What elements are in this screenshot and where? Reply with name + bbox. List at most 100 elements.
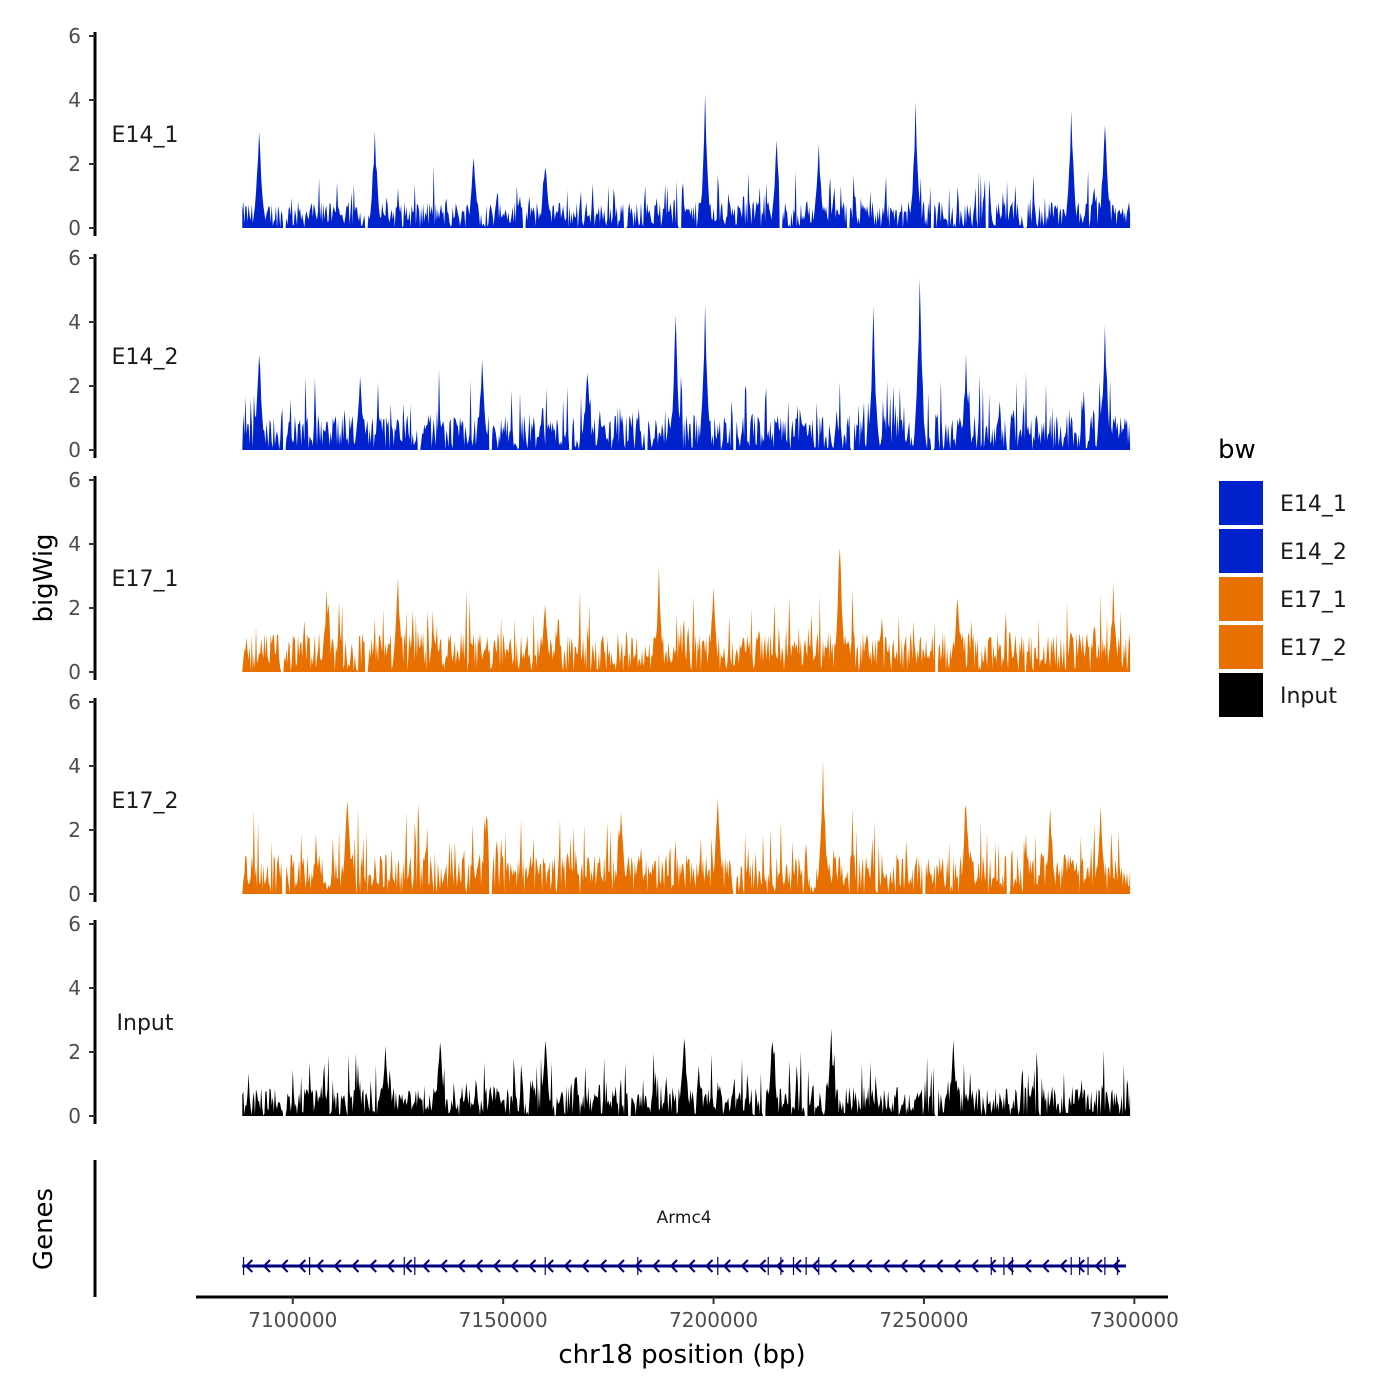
track-input: 0 2 4 6 Input	[68, 912, 1131, 1128]
strand-arrow	[421, 1259, 430, 1273]
y-tick-label: 6	[68, 912, 81, 936]
strand-arrow	[935, 1259, 944, 1273]
strand-arrow	[545, 1259, 554, 1273]
legend-swatch	[1217, 479, 1265, 527]
strand-arrow	[474, 1259, 484, 1273]
strand-arrow	[882, 1259, 891, 1273]
y-tick-label: 0	[68, 882, 81, 906]
strand-arrow	[740, 1259, 749, 1273]
strand-arrow	[368, 1259, 377, 1273]
strand-arrow	[1023, 1259, 1032, 1273]
strand-arrow	[793, 1259, 802, 1273]
y-axis-title: bigWig	[29, 533, 59, 622]
legend-swatch	[1217, 671, 1265, 719]
signal-area	[242, 93, 1131, 228]
y-tick-label: 4	[68, 310, 81, 334]
strand-arrow	[386, 1259, 395, 1273]
y-tick-label: 0	[68, 1104, 81, 1128]
strand-arrow	[651, 1259, 661, 1273]
strand-arrow	[811, 1259, 820, 1273]
strand-arrow	[952, 1259, 961, 1273]
strand-arrow	[687, 1259, 696, 1273]
strand-arrow	[297, 1259, 307, 1273]
track-label: E17_2	[112, 789, 179, 814]
strand-arrow	[262, 1259, 271, 1273]
x-tick-label: 7300000	[1090, 1308, 1179, 1332]
legend-swatch	[1217, 575, 1265, 623]
signal-area	[242, 278, 1131, 450]
strand-arrow	[1094, 1259, 1103, 1273]
legend-label: E17_2	[1280, 636, 1347, 661]
track-e14-1: 0 2 4 6 E14_1	[68, 24, 1131, 240]
track-label: E14_1	[112, 123, 179, 148]
strand-arrow	[1059, 1259, 1068, 1273]
y-tick-label: 2	[68, 152, 81, 176]
y-tick-label: 0	[68, 216, 81, 240]
strand-arrow	[404, 1259, 413, 1273]
strand-arrow	[828, 1259, 838, 1273]
y-tick-label: 6	[68, 468, 81, 492]
strand-arrow	[669, 1259, 678, 1273]
y-tick-label: 4	[68, 88, 81, 112]
y-tick-label: 4	[68, 532, 81, 556]
track-label: E17_1	[112, 567, 179, 592]
y-tick-label: 6	[68, 246, 81, 270]
strand-arrow	[510, 1259, 519, 1273]
y-tick-label: 4	[68, 976, 81, 1000]
strand-arrow	[634, 1259, 643, 1273]
signal-area	[242, 548, 1131, 672]
x-axis-title: chr18 position (bp)	[558, 1340, 805, 1370]
x-tick-label: 7100000	[248, 1308, 337, 1332]
legend-swatch	[1217, 527, 1265, 575]
strand-arrow	[439, 1259, 448, 1273]
x-axis: 7100000 7150000 7200000 7250000 7300000	[196, 1295, 1179, 1332]
signal-area	[242, 760, 1131, 894]
strand-arrow	[581, 1259, 590, 1273]
strand-arrow	[563, 1259, 572, 1273]
strand-arrow	[705, 1259, 714, 1273]
strand-arrow	[280, 1259, 289, 1273]
legend-label: Input	[1280, 684, 1337, 709]
strand-arrow	[598, 1259, 607, 1273]
x-tick-label: 7150000	[459, 1308, 548, 1332]
strand-arrow	[899, 1259, 908, 1273]
x-tick-label: 7200000	[669, 1308, 758, 1332]
track-e14-2: 0 2 4 6 E14_2	[68, 246, 1131, 462]
strand-arrow	[492, 1259, 501, 1273]
legend-label: E14_1	[1280, 492, 1347, 517]
y-tick-label: 2	[68, 374, 81, 398]
track-label: E14_2	[112, 345, 179, 370]
y-tick-label: 6	[68, 24, 81, 48]
x-tick-label: 7250000	[879, 1308, 968, 1332]
legend-label: E17_1	[1280, 588, 1347, 613]
y-tick-label: 0	[68, 438, 81, 462]
strand-arrow	[846, 1259, 855, 1273]
track-label: Input	[117, 1011, 174, 1036]
track-e17-1: 0 2 4 6 E17_1	[68, 468, 1131, 684]
strand-arrow	[758, 1259, 767, 1273]
y-tick-label: 6	[68, 690, 81, 714]
y-tick-label: 2	[68, 1040, 81, 1064]
strand-arrow	[988, 1259, 997, 1273]
strand-arrow	[457, 1259, 466, 1273]
y-tick-label: 2	[68, 596, 81, 620]
tracks-layer: 0 2 4 6 E14_1 0 2 4 6 E14_2 0 2 4 6 E17_1 0 2 4 6 E17_2 0 2 4 6…	[68, 24, 1131, 1128]
strand-arrow	[1041, 1259, 1050, 1273]
y-tick-label: 0	[68, 660, 81, 684]
strand-arrow	[864, 1259, 873, 1273]
legend-swatch	[1217, 623, 1265, 671]
strand-arrow	[333, 1259, 342, 1273]
track-e17-2: 0 2 4 6 E17_2	[68, 690, 1131, 906]
strand-arrow	[351, 1259, 360, 1273]
gene-name: Armc4	[657, 1208, 712, 1228]
gene-track-title: Genes	[29, 1188, 59, 1270]
strand-arrow	[970, 1259, 979, 1273]
strand-arrow	[244, 1259, 253, 1273]
strand-arrow	[616, 1259, 625, 1273]
strand-arrow	[528, 1259, 537, 1273]
y-tick-label: 4	[68, 754, 81, 778]
strand-arrow	[1005, 1259, 1015, 1273]
legend-title: bw	[1218, 435, 1256, 465]
strand-arrow	[917, 1259, 926, 1273]
legend-label: E14_2	[1280, 540, 1347, 565]
